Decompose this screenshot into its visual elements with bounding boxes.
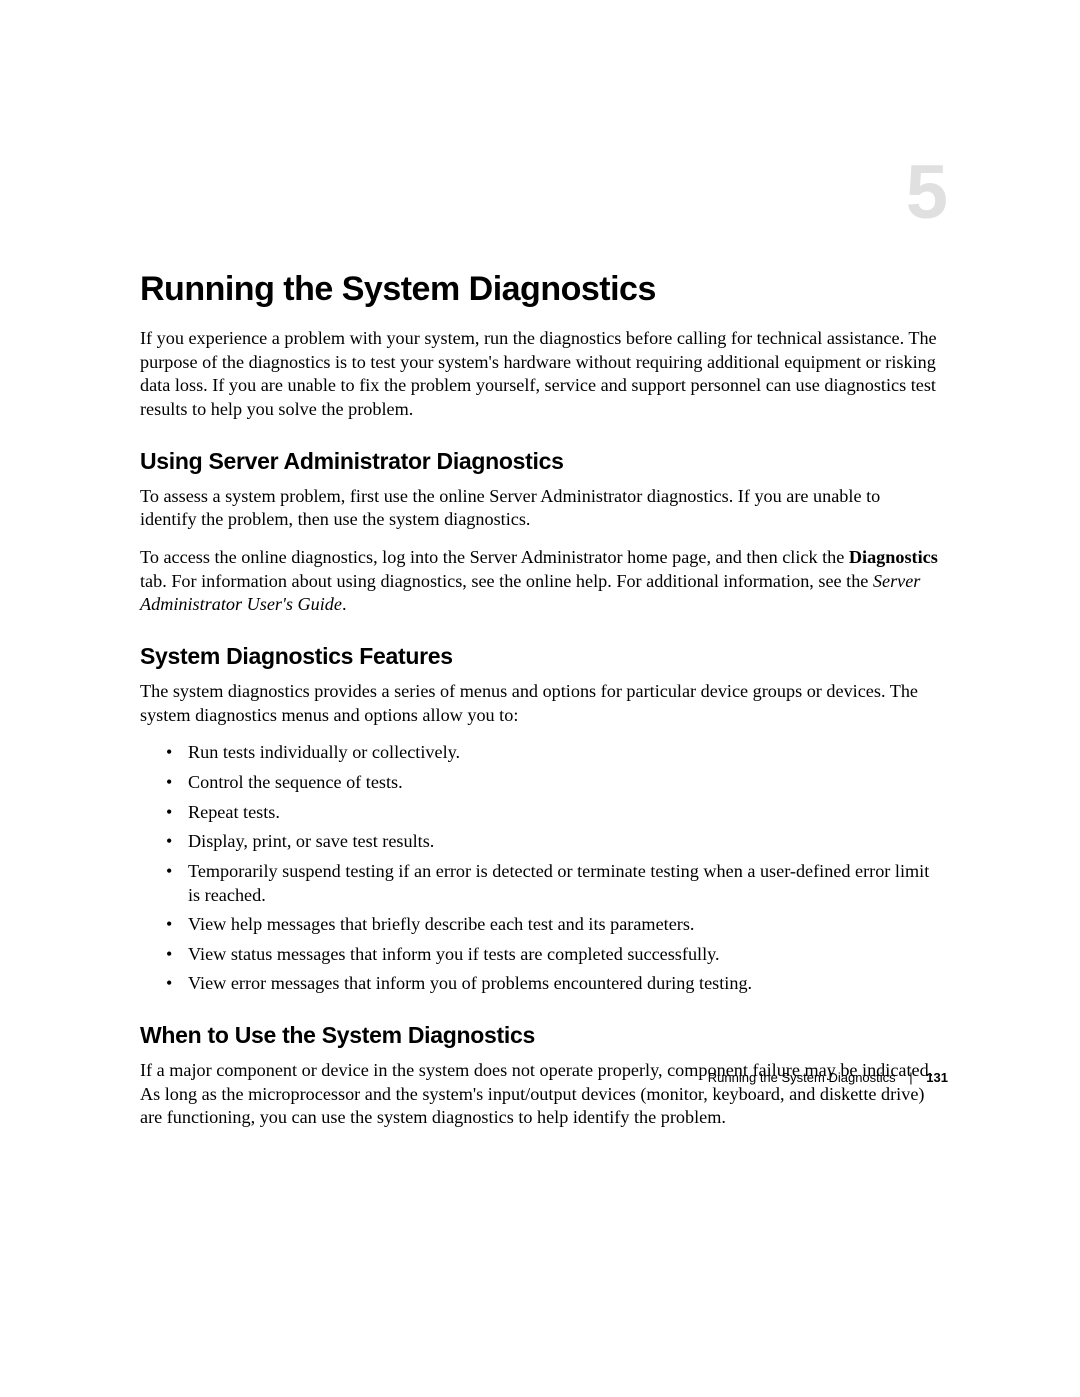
text-run: To access the online diagnostics, log in… [140,547,849,567]
using-paragraph-2: To access the online diagnostics, log in… [140,546,940,617]
chapter-number: 5 [906,155,948,231]
list-item: View status messages that inform you if … [188,943,940,967]
intro-paragraph: If you experience a problem with your sy… [140,327,940,422]
list-item: View help messages that briefly describe… [188,913,940,937]
text-run: . [342,594,347,614]
content-area: Running the System Diagnostics If you ex… [140,270,940,1144]
page-footer: Running the System Diagnostics | 131 [708,1070,948,1085]
page-title: Running the System Diagnostics [140,270,940,309]
page-number: 131 [926,1070,948,1085]
using-paragraph-1: To assess a system problem, first use th… [140,485,940,532]
page: 5 Running the System Diagnostics If you … [0,0,1080,1397]
footer-label: Running the System Diagnostics [708,1070,896,1085]
section-heading-using: Using Server Administrator Diagnostics [140,448,940,475]
diagnostics-bold: Diagnostics [849,547,938,567]
list-item: View error messages that inform you of p… [188,972,940,996]
list-item: Run tests individually or collectively. [188,741,940,765]
list-item: Temporarily suspend testing if an error … [188,860,940,907]
list-item: Display, print, or save test results. [188,830,940,854]
features-list: Run tests individually or collectively. … [140,741,940,996]
list-item: Repeat tests. [188,801,940,825]
text-run: tab. For information about using diagnos… [140,571,873,591]
section-heading-when: When to Use the System Diagnostics [140,1022,940,1049]
features-paragraph-1: The system diagnostics provides a series… [140,680,940,727]
footer-separator: | [909,1070,912,1085]
section-heading-features: System Diagnostics Features [140,643,940,670]
list-item: Control the sequence of tests. [188,771,940,795]
